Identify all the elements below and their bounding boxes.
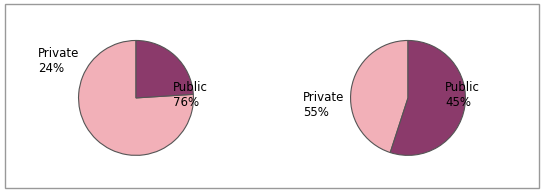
Wedge shape [350, 41, 408, 153]
Text: Public
45%: Public 45% [445, 80, 480, 108]
Text: Private
24%: Private 24% [38, 47, 79, 75]
Wedge shape [390, 41, 466, 155]
Text: Private
55%: Private 55% [303, 91, 344, 119]
Wedge shape [78, 41, 194, 155]
Wedge shape [136, 41, 193, 98]
Text: Public
76%: Public 76% [173, 80, 208, 108]
